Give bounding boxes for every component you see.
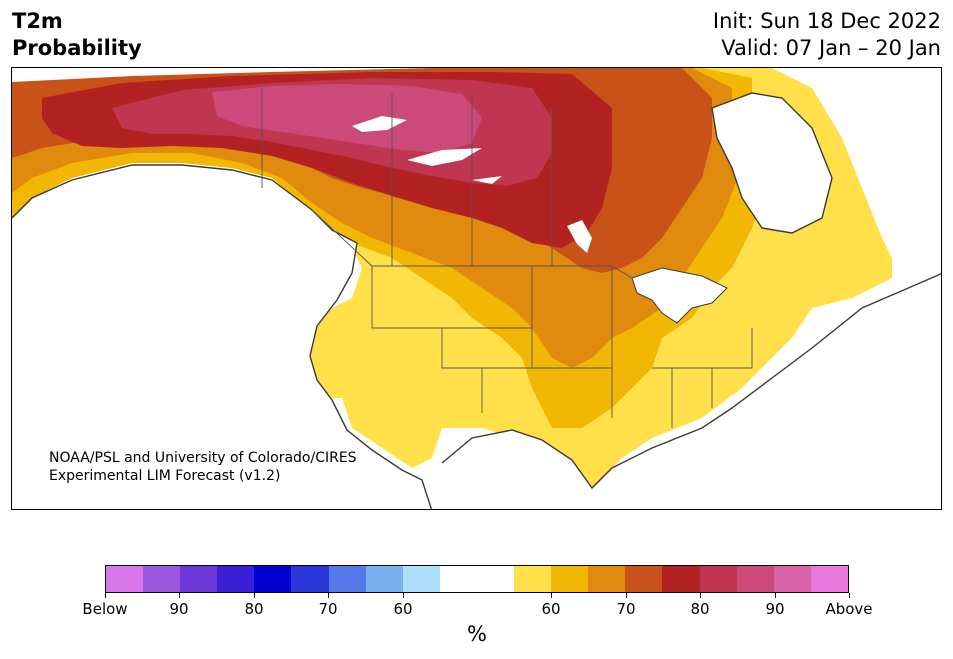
colorbar-tick	[700, 593, 701, 598]
lake-athabasca	[472, 176, 502, 184]
colorbar-tick	[849, 593, 850, 598]
credit-line-1: NOAA/PSL and University of Colorado/CIRE…	[49, 450, 357, 466]
colorbar-segment	[402, 566, 440, 592]
colorbar-segment	[476, 566, 515, 592]
colorbar-segment	[106, 566, 144, 592]
colorbar-tick-label: Below	[82, 600, 128, 618]
colorbar-segment	[551, 566, 589, 592]
colorbar-segment	[143, 566, 181, 592]
colorbar-tick-label: Above	[825, 600, 873, 618]
colorbar-segment	[699, 566, 737, 592]
colorbar-tick	[775, 593, 776, 598]
gulf-of-mexico	[432, 273, 941, 509]
band-above-90	[212, 84, 482, 153]
colorbar-segment	[588, 566, 626, 592]
colorbar-tick-label: 60	[541, 600, 561, 618]
colorbar-segment	[291, 566, 329, 592]
colorbar-segment	[365, 566, 403, 592]
colorbar-tick-label: 80	[690, 600, 710, 618]
colorbar-tick	[105, 593, 106, 598]
colorbar-segment	[736, 566, 774, 592]
colorbar-segment	[773, 566, 811, 592]
colorbar-tick-label: 70	[318, 600, 338, 618]
colorbar-segment	[514, 566, 552, 592]
colorbar-segment	[328, 566, 366, 592]
colorbar-tick	[254, 593, 255, 598]
great-lakes	[631, 267, 728, 324]
product-title: Probability	[12, 36, 142, 60]
colorbar-segment	[439, 566, 477, 592]
valid-range: Valid: 07 Jan – 20 Jan	[721, 36, 941, 60]
colorbar-segment	[662, 566, 700, 592]
date-info: Init: Sun 18 Dec 2022 Valid: 07 Jan – 20…	[713, 8, 941, 62]
probability-map	[12, 68, 941, 509]
colorbar-segment	[254, 566, 292, 592]
coastline	[12, 92, 941, 509]
colorbar-segment	[217, 566, 255, 592]
colorbar-tick-label: 80	[244, 600, 264, 618]
political-borders	[261, 88, 753, 428]
colorbar-unit: %	[467, 622, 487, 646]
labrador-sea	[772, 68, 941, 278]
colorbar-segment	[180, 566, 218, 592]
figure-title: T2m Probability	[12, 8, 142, 62]
variable-title: T2m	[12, 9, 63, 33]
map-panel	[11, 67, 942, 510]
colorbar-tick	[626, 593, 627, 598]
lake-winnipeg	[567, 220, 592, 253]
great-slave-lake	[407, 148, 482, 166]
credit-text: NOAA/PSL and University of Colorado/CIRE…	[49, 449, 357, 485]
colorbar-tick	[328, 593, 329, 598]
colorbar-tick	[179, 593, 180, 598]
great-bear-lake	[352, 116, 407, 132]
colorbar-tick-label: 60	[393, 600, 413, 618]
colorbar-tick-label: 70	[616, 600, 636, 618]
pacific-coast-water	[12, 165, 432, 509]
credit-line-2: Experimental LIM Forecast (v1.2)	[49, 468, 281, 484]
colorbar-segment	[625, 566, 663, 592]
colorbar	[105, 565, 849, 593]
colorbar-tick-label: 90	[169, 600, 189, 618]
colorbar-tick	[403, 593, 404, 598]
colorbar-tick	[551, 593, 552, 598]
colorbar-segment	[810, 566, 848, 592]
init-date: Init: Sun 18 Dec 2022	[712, 9, 941, 33]
colorbar-tick-label: 90	[765, 600, 785, 618]
